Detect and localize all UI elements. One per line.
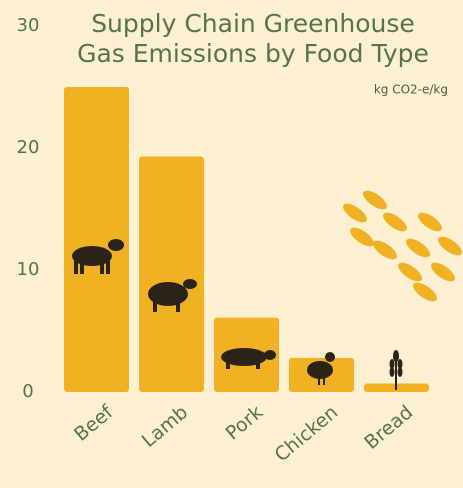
bar bbox=[64, 87, 129, 392]
y-tick-label: 10 bbox=[17, 259, 40, 280]
chart: Supply Chain Greenhouse Gas Emissions by… bbox=[0, 0, 463, 488]
y-tick-label: 20 bbox=[17, 137, 40, 158]
y-tick-label: 30 bbox=[17, 15, 40, 36]
y-tick-label: 0 bbox=[22, 381, 33, 402]
chart-subtitle: kg CO2-e/kg bbox=[374, 83, 448, 97]
chart-title: Gas Emissions by Food Type bbox=[77, 39, 429, 68]
chart-title: Supply Chain Greenhouse bbox=[91, 9, 415, 38]
bar bbox=[139, 157, 204, 392]
